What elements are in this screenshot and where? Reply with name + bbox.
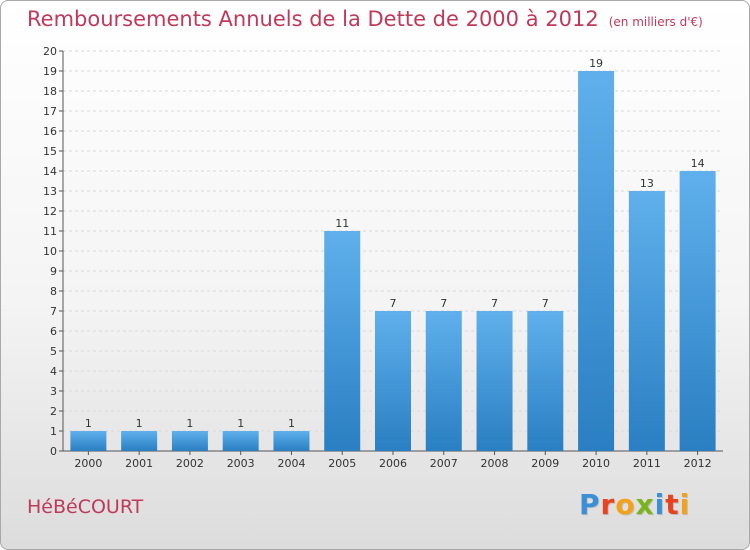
y-tick-label: 15 xyxy=(43,145,57,158)
x-tick-label: 2006 xyxy=(379,457,407,470)
bar xyxy=(527,311,564,451)
chart-title: Remboursements Annuels de la Dette de 20… xyxy=(27,7,703,31)
data-label: 1 xyxy=(85,417,92,430)
logo-letter: t xyxy=(665,488,680,521)
bar xyxy=(679,171,716,451)
y-tick-label: 9 xyxy=(50,265,57,278)
x-tick-label: 2010 xyxy=(582,457,610,470)
bar xyxy=(273,431,310,451)
x-tick-label: 2005 xyxy=(328,457,356,470)
data-label: 7 xyxy=(542,297,549,310)
data-label: 1 xyxy=(136,417,143,430)
data-label: 1 xyxy=(186,417,193,430)
y-tick-label: 13 xyxy=(43,185,57,198)
x-tick-label: 2001 xyxy=(125,457,153,470)
bar xyxy=(324,231,361,451)
logo-letter: o xyxy=(615,488,636,521)
data-label: 14 xyxy=(691,157,705,170)
y-tick-label: 18 xyxy=(43,85,57,98)
bar xyxy=(425,311,462,451)
x-tick-label: 2000 xyxy=(74,457,102,470)
title-text: Remboursements Annuels de la Dette de 20… xyxy=(27,7,599,31)
y-tick-label: 3 xyxy=(50,385,57,398)
logo-letter: i xyxy=(654,488,666,521)
y-tick-label: 4 xyxy=(50,365,57,378)
x-tick-label: 2009 xyxy=(531,457,559,470)
y-tick-label: 8 xyxy=(50,285,57,298)
y-tick-label: 12 xyxy=(43,205,57,218)
y-tick-label: 0 xyxy=(50,445,57,458)
town-name: HéBéCOURT xyxy=(27,496,144,518)
bar xyxy=(121,431,158,451)
data-label: 19 xyxy=(589,57,603,70)
x-tick-label: 2008 xyxy=(481,457,509,470)
data-label: 1 xyxy=(237,417,244,430)
logo-letter: x xyxy=(635,488,655,521)
x-tick-label: 2012 xyxy=(684,457,712,470)
y-tick-label: 17 xyxy=(43,105,57,118)
y-tick-label: 2 xyxy=(50,405,57,418)
y-tick-label: 16 xyxy=(43,125,57,138)
y-tick-label: 14 xyxy=(43,165,57,178)
x-tick-label: 2003 xyxy=(227,457,255,470)
bar xyxy=(70,431,107,451)
data-label: 7 xyxy=(390,297,397,310)
y-tick-label: 19 xyxy=(43,65,57,78)
data-label: 1 xyxy=(288,417,295,430)
x-tick-label: 2011 xyxy=(633,457,661,470)
bar xyxy=(375,311,411,451)
bar xyxy=(628,191,665,451)
x-tick-label: 2004 xyxy=(277,457,305,470)
bar xyxy=(578,71,615,451)
bar xyxy=(171,431,208,451)
y-tick-label: 20 xyxy=(43,45,57,58)
proxiti-logo: Proxiti xyxy=(579,488,690,521)
logo-letter: r xyxy=(600,488,616,521)
logo-letter: i xyxy=(679,488,691,521)
bar xyxy=(476,311,513,451)
x-tick-label: 2007 xyxy=(430,457,458,470)
y-tick-label: 6 xyxy=(50,325,57,338)
logo-letter: P xyxy=(579,488,601,521)
y-tick-label: 7 xyxy=(50,305,57,318)
y-tick-label: 10 xyxy=(43,245,57,258)
data-label: 7 xyxy=(491,297,498,310)
y-tick-label: 5 xyxy=(50,345,57,358)
y-tick-label: 1 xyxy=(50,425,57,438)
x-tick-label: 2002 xyxy=(176,457,204,470)
data-label: 13 xyxy=(640,177,654,190)
data-label: 7 xyxy=(440,297,447,310)
bar xyxy=(222,431,259,451)
y-tick-label: 11 xyxy=(43,225,57,238)
data-label: 11 xyxy=(335,217,349,230)
title-unit: (en milliers d'€) xyxy=(608,15,703,29)
